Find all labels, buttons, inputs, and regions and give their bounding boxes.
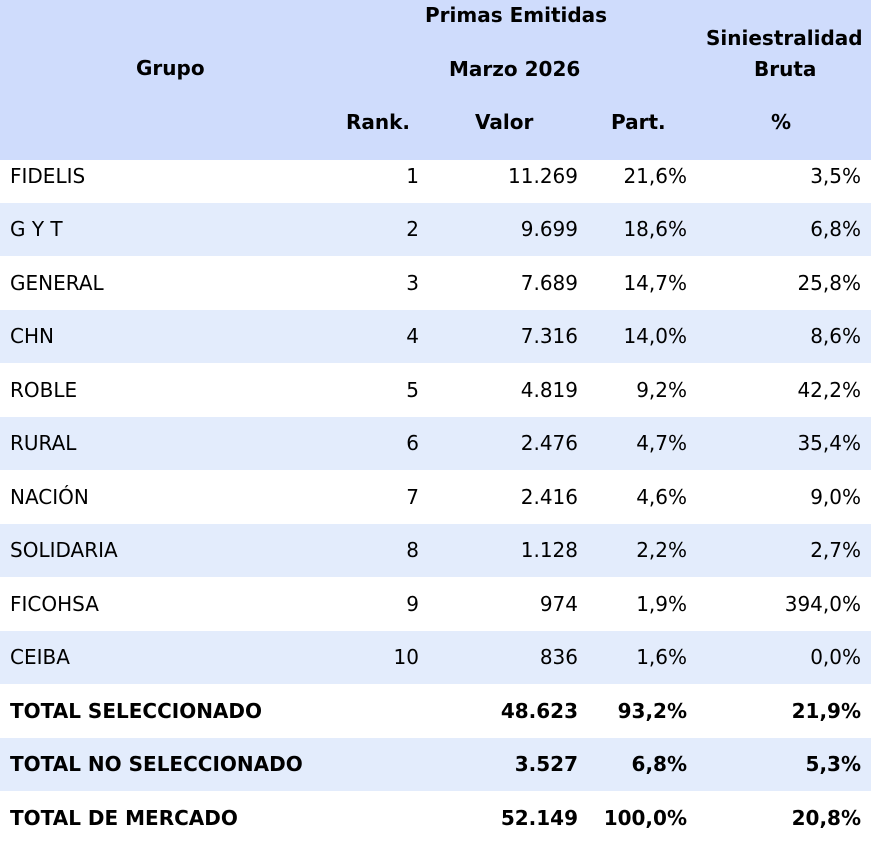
valor-value: 1.128 xyxy=(520,538,578,563)
table-row: ROBLE 5 4.819 9,2% 42,2% xyxy=(0,363,871,417)
rank-value: 1 xyxy=(406,163,419,188)
part-value: 1,6% xyxy=(636,645,687,670)
rank-value xyxy=(340,684,419,738)
group-name: SOLIDARIA xyxy=(10,538,118,563)
rank-value: 9 xyxy=(406,591,419,616)
header-grupo: Grupo xyxy=(136,56,205,80)
rank-value xyxy=(340,738,419,792)
total-label: TOTAL SELECCIONADO xyxy=(10,698,263,723)
part-value: 1,9% xyxy=(636,591,687,616)
rank-value: 8 xyxy=(406,538,419,563)
rank-value: 10 xyxy=(393,645,419,670)
rank-value xyxy=(340,791,419,845)
header-part: Part. xyxy=(611,110,666,134)
valor-value: 2.416 xyxy=(520,484,578,509)
valor-value: 52.149 xyxy=(500,805,578,830)
table-row: RURAL 6 2.476 4,7% 35,4% xyxy=(0,416,871,470)
valor-value: 4.819 xyxy=(520,377,578,402)
part-value: 2,2% xyxy=(636,538,687,563)
siniestralidad-value: 35,4% xyxy=(797,431,861,456)
table-header: Grupo Primas Emitidas Marzo 2026 Siniest… xyxy=(0,0,871,160)
table-row: GENERAL 3 7.689 14,7% 25,8% xyxy=(0,256,871,310)
siniestralidad-value: 2,7% xyxy=(810,538,861,563)
rank-value: 7 xyxy=(406,484,419,509)
siniestralidad-value: 394,0% xyxy=(784,591,861,616)
rank-value: 5 xyxy=(406,377,419,402)
header-period: Marzo 2026 xyxy=(449,57,581,81)
group-name: GENERAL xyxy=(10,270,104,295)
group-name: FIDELIS xyxy=(10,163,86,188)
table-row: G Y T 2 9.699 18,6% 6,8% xyxy=(0,202,871,256)
valor-value: 7.316 xyxy=(520,324,578,349)
header-primas-emitidas: Primas Emitidas xyxy=(425,3,608,27)
valor-value: 7.689 xyxy=(520,270,578,295)
rank-value: 4 xyxy=(406,324,419,349)
group-name: CEIBA xyxy=(10,645,70,670)
siniestralidad-value: 8,6% xyxy=(810,324,861,349)
total-label: TOTAL NO SELECCIONADO xyxy=(10,752,303,777)
table-row: CHN 4 7.316 14,0% 8,6% xyxy=(0,309,871,363)
part-value: 4,6% xyxy=(636,484,687,509)
total-label: TOTAL DE MERCADO xyxy=(10,805,238,830)
part-value: 4,7% xyxy=(636,431,687,456)
group-name: ROBLE xyxy=(10,377,78,402)
rank-value: 3 xyxy=(406,270,419,295)
siniestralidad-value: 9,0% xyxy=(810,484,861,509)
group-name: FICOHSA xyxy=(10,591,99,616)
header-percent: % xyxy=(771,110,792,134)
header-rank: Rank. xyxy=(346,110,411,134)
part-value: 14,0% xyxy=(623,324,687,349)
part-value: 6,8% xyxy=(631,752,687,777)
rank-value: 2 xyxy=(406,217,419,242)
group-name: G Y T xyxy=(10,217,63,242)
siniestralidad-value: 6,8% xyxy=(810,217,861,242)
table-row: CEIBA 10 836 1,6% 0,0% xyxy=(0,630,871,684)
siniestralidad-value: 42,2% xyxy=(797,377,861,402)
total-row-mercado: TOTAL DE MERCADO 52.149 100,0% 20,8% xyxy=(0,791,871,845)
table-row: NACIÓN 7 2.416 4,6% 9,0% xyxy=(0,470,871,524)
table-row: FICOHSA 9 974 1,9% 394,0% xyxy=(0,577,871,631)
group-name: CHN xyxy=(10,324,54,349)
valor-value: 974 xyxy=(539,591,578,616)
siniestralidad-value: 0,0% xyxy=(810,645,861,670)
siniestralidad-value: 3,5% xyxy=(810,163,861,188)
group-name: RURAL xyxy=(10,431,77,456)
header-bruta: Bruta xyxy=(754,57,817,81)
total-row-seleccionado: TOTAL SELECCIONADO 48.623 93,2% 21,9% xyxy=(0,684,871,738)
header-siniestralidad: Siniestralidad xyxy=(706,26,863,50)
total-row-no-seleccionado: TOTAL NO SELECCIONADO 3.527 6,8% 5,3% xyxy=(0,737,871,792)
header-valor: Valor xyxy=(475,110,534,134)
part-value: 100,0% xyxy=(603,805,687,830)
siniestralidad-value: 5,3% xyxy=(805,752,861,777)
table-row: SOLIDARIA 8 1.128 2,2% 2,7% xyxy=(0,523,871,577)
valor-value: 48.623 xyxy=(500,698,578,723)
siniestralidad-value: 20,8% xyxy=(791,805,861,830)
part-value: 18,6% xyxy=(623,217,687,242)
siniestralidad-value: 25,8% xyxy=(797,270,861,295)
valor-value: 836 xyxy=(539,645,578,670)
group-name: NACIÓN xyxy=(10,484,89,509)
part-value: 9,2% xyxy=(636,377,687,402)
siniestralidad-value: 21,9% xyxy=(791,698,861,723)
part-value: 21,6% xyxy=(623,163,687,188)
part-value: 14,7% xyxy=(623,270,687,295)
valor-value: 11.269 xyxy=(508,163,578,188)
table-row: FIDELIS 1 11.269 21,6% 3,5% xyxy=(0,149,871,203)
valor-value: 2.476 xyxy=(520,431,578,456)
rank-value: 6 xyxy=(406,431,419,456)
valor-value: 9.699 xyxy=(520,217,578,242)
part-value: 93,2% xyxy=(617,698,687,723)
valor-value: 3.527 xyxy=(514,752,578,777)
